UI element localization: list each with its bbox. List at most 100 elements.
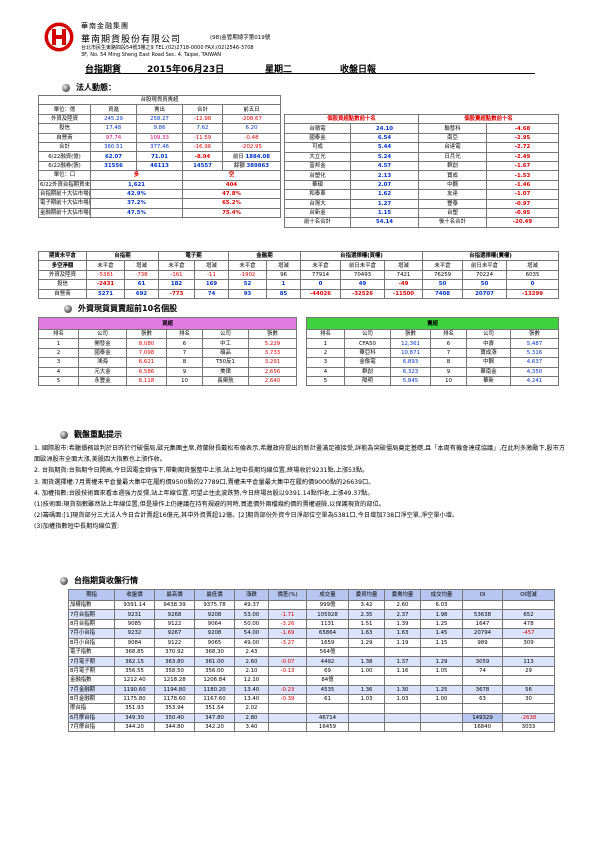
table-row: 7月金融期 1190.60 1194.80 1180.20 13.40 -0.23 4535… (68, 684, 555, 695)
table-cell: 1.00 (420, 693, 463, 705)
table-cell: 564億 (306, 646, 349, 658)
table-row: 台新金 1.15 台塑 -0.95 (284, 207, 559, 219)
table-cell: 1.25 (420, 618, 463, 630)
table-cell: 49.37 (234, 599, 269, 611)
column-header: OI (462, 589, 503, 601)
market-notes: 1. 國際股市:希臘債務談判於日昨於行破僵局,歐元集團主席,荷蘭財長戴松布倫表示… (34, 443, 566, 533)
table-row: 台指期前十大佔市場比重 42.9% 47.8% (38, 188, 282, 200)
table-cell: 2.60 (384, 599, 421, 611)
table-cell: 3678 (462, 684, 503, 695)
table-cell: 9232 (114, 628, 155, 639)
table-cell: 50.00 (234, 618, 269, 630)
table-row: 電子指數 368.85 370.92 368.30 2.43 564億 (68, 646, 555, 658)
table-row: 4 群創 6,323 9 華南金 4,350 (306, 366, 560, 377)
report-name: 台指期貨 (85, 65, 122, 75)
table-cell: 54.00 (234, 628, 269, 639)
table-row: 金融指數 1212.40 1218.28 1206.84 12.10 84億 (68, 675, 555, 686)
notes-section-title: 觀盤重點提示 (60, 429, 122, 440)
table-cell (462, 703, 503, 714)
column-header: OI增減 (502, 589, 555, 601)
table-cell: 1178.60 (154, 693, 195, 705)
table-cell: 1.98 (420, 609, 463, 620)
column-header: 最低價 (194, 589, 235, 601)
table-cell: 2.10 (234, 665, 269, 677)
table-row: 單位：口 多 空 (38, 170, 282, 181)
table-cell: 3.42 (348, 599, 385, 611)
table-row: 1 開發金 8,080 6 中工 5,229 (38, 338, 298, 349)
table-cell (268, 675, 307, 686)
table-cell: 1.00 (348, 665, 385, 677)
futures-oi-table: 期貨未平倉 台指期 電子期 金融期 台指選擇權(買權) 台指選擇權(賣權) 多空… (38, 250, 560, 299)
column-header: 委買均量 (348, 589, 385, 601)
table-cell (502, 703, 555, 714)
table-cell: 370.92 (154, 646, 195, 658)
table-row: 單位：億 買進 賣出 合計 前五日 (38, 104, 282, 115)
report-type: 收盤日報 (340, 65, 377, 75)
table-row: 國泰金 6.54 南亞 -2.95 (284, 132, 559, 144)
note-paragraph: (2)籌碼面:[1]現貨部分三大法人今日合計賣超16億元,其中外資賣超12億。[… (34, 512, 459, 520)
table-cell: 652 (502, 609, 555, 620)
table-row: 多空淨額 未平倉 增減 未平倉 增減 未平倉 增減 未平倉 前日未平倉 增減 未… (38, 260, 560, 271)
sell-title: 賣超 (305, 317, 560, 330)
table-cell (384, 646, 421, 658)
table-cell: 1175.80 (114, 693, 155, 705)
table-cell: 63 (462, 693, 503, 705)
table-cell (384, 712, 421, 724)
table-cell: 1.15 (420, 637, 463, 648)
table-cell: 7月台指期 (68, 609, 115, 620)
table-cell (462, 675, 503, 686)
table-cell: 1218.28 (154, 675, 195, 686)
table-cell: 9208 (194, 628, 235, 639)
table-cell: 349.30 (114, 712, 155, 724)
table-cell: 8月小台指 (68, 637, 115, 648)
company-name: 華南期貨股份有限公司 (81, 35, 182, 45)
table-cell: 1.38 (348, 656, 385, 667)
spot-caption: 台股現貨買賣超 (37, 94, 282, 106)
table-cell: 7月金融期 (68, 684, 115, 695)
table-row: 台灣大 1.27 豐泰 -0.97 (284, 198, 559, 209)
table-cell: 9122 (154, 637, 195, 648)
table-row: 7月台指期 9231 9268 9208 53.00 -1.71 105928 2.35 2.3… (68, 609, 555, 620)
table-row: 1 CFA50 12,361 6 中壽 5,487 (306, 338, 560, 349)
table-row: 投信 17.48 9.86 7.62 6.20 (38, 123, 282, 134)
table-row: 排名 公司 張數 排名 公司 張數 (306, 328, 560, 340)
table-cell: 2.02 (234, 703, 269, 714)
column-header: 成交均量 (420, 589, 463, 601)
table-row: 2 華亞科 10,871 7 寶成漲 5,316 (306, 347, 560, 359)
table-row: 電子期前十大佔市場比重 37.2% 65.2% (38, 198, 282, 209)
table-cell: 9391.14 (114, 599, 155, 611)
table-row: 外資及陸資 245.29 258.27 -12.98 -208.67 (38, 113, 282, 125)
table-cell: 4492 (306, 656, 349, 667)
table-row: 和泰車 1.62 友達 -1.07 (284, 189, 559, 200)
table-cell: 149329 (462, 712, 503, 724)
table-row: 外資及陸資 -5381 -738 -161 -11 -1902 96 77914… (38, 269, 560, 281)
table-cell: 1190.60 (114, 684, 155, 695)
table-cell (306, 703, 349, 714)
column-header: 收盤價 (114, 589, 155, 601)
table-cell: 16459 (306, 722, 349, 733)
table-cell (420, 703, 463, 714)
foreign-buy-title: 個股買超點數前十名 (284, 113, 419, 125)
table-cell: 351.93 (114, 703, 155, 714)
table-cell: 347.80 (194, 712, 235, 724)
table-row: 5 陽明 5,845 10 華新 4,241 (306, 375, 560, 387)
table-row: 7月摩台指 344.20 344.80 342.20 3.40 16459 16840 303… (68, 722, 555, 733)
table-cell: 9065 (194, 637, 235, 648)
table-row: 8月台指期 9085 9122 9064 50.00 -3.26 1131 1.51 1.39 1… (68, 618, 555, 630)
column-header: 最高價 (154, 589, 195, 601)
table-cell: 1.03 (384, 693, 421, 705)
table-row: 4 元大金 6,586 9 美律 2,656 (38, 366, 298, 377)
foreign-sell-top10-table: 賣超 排名 公司 張數 排名 公司 張數 1 CFA50 12,361 6 中壽 5,487 2 華亞… (305, 317, 560, 387)
table-cell: -1.69 (268, 628, 307, 639)
table-row: 期貨未平倉 台指期 電子期 金融期 台指選擇權(買權) 台指選擇權(賣權) (38, 250, 560, 262)
table-row: 8月電子期 356.55 358.50 356.00 2.10 -0.13 69 1.00 1.… (68, 665, 555, 677)
table-cell: -457 (502, 628, 555, 639)
report-date: 2015年06月23日 (147, 65, 225, 75)
table-cell: 9064 (194, 618, 235, 630)
table-cell: 2.80 (234, 712, 269, 724)
table-cell (420, 646, 463, 658)
table-row: 華碩 2.07 中鋼 -1.46 (284, 179, 559, 191)
table-row: 合計 360.51 377.46 -16.96 -202.95 (38, 141, 282, 153)
foreign-sell-title: 個股賣超點數前十名 (418, 113, 559, 125)
table-cell (502, 675, 555, 686)
